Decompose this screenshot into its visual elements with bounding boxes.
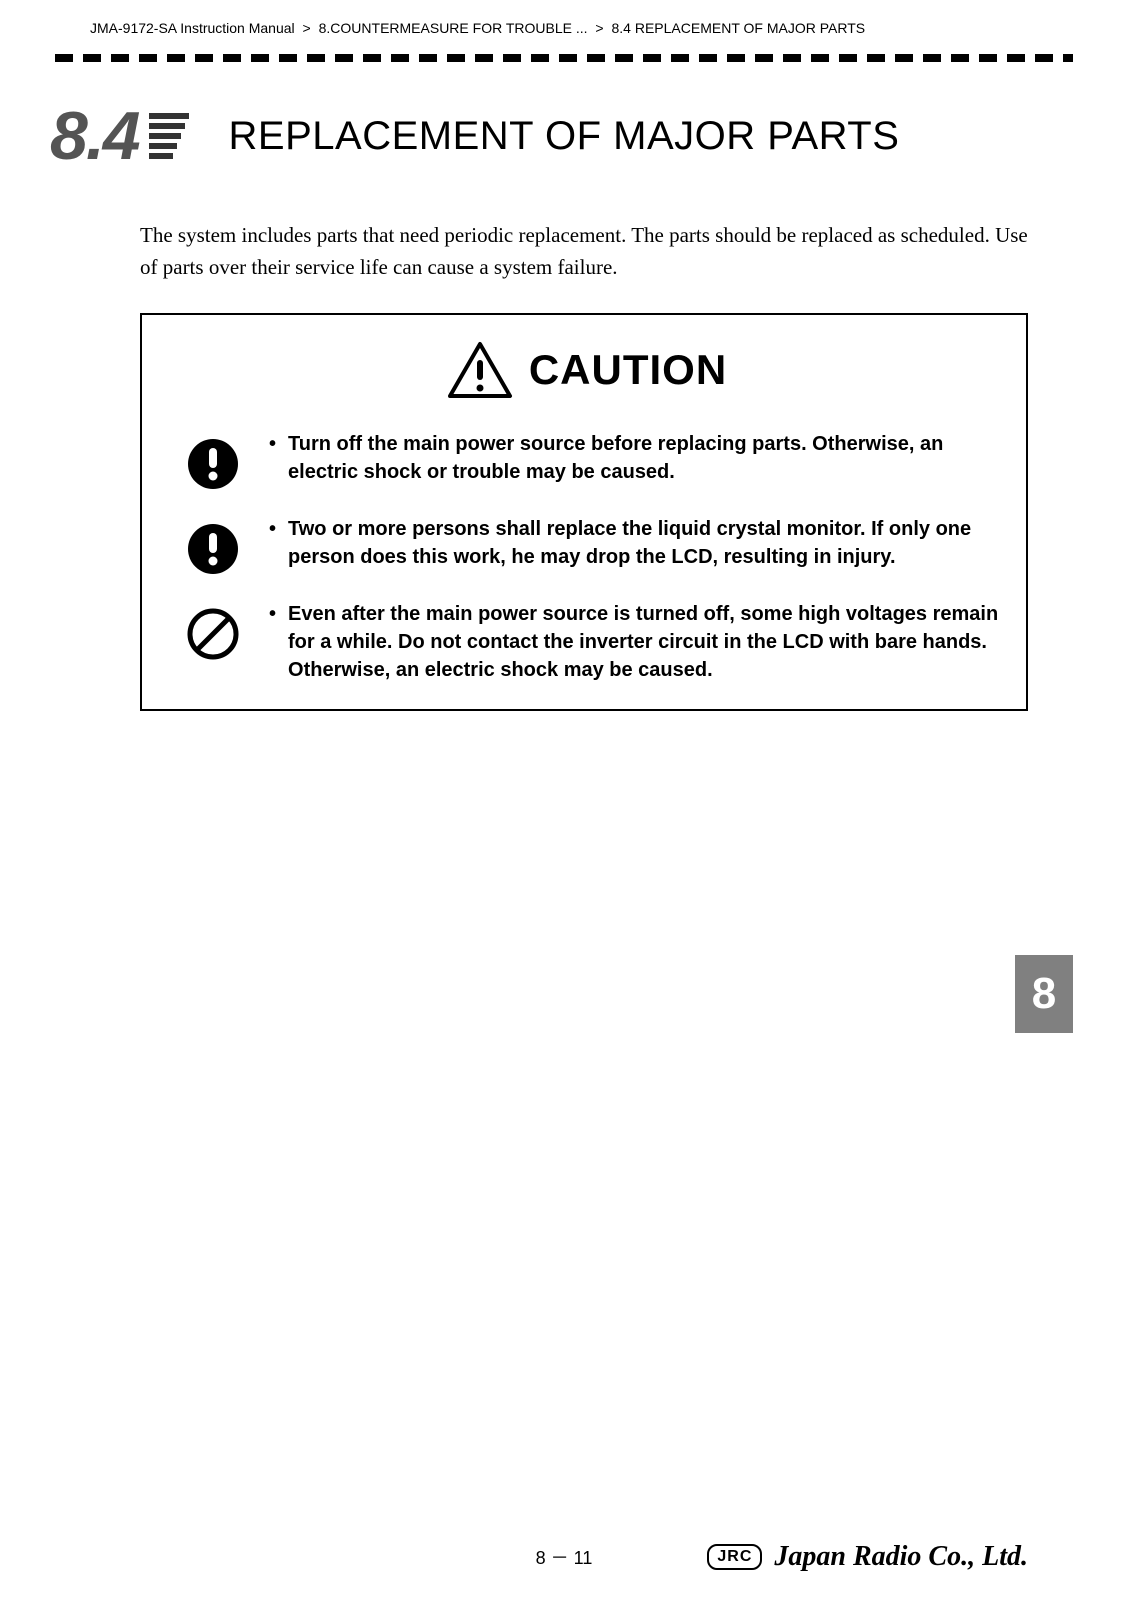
company-logo: JRC Japan Radio Co., Ltd. xyxy=(707,1541,1028,1573)
caution-label: CAUTION xyxy=(529,346,727,394)
caution-text: Turn off the main power source before re… xyxy=(288,430,1006,486)
caution-box: CAUTION • Turn off the main power source… xyxy=(140,313,1028,711)
bullet-icon: • xyxy=(269,430,276,458)
caution-header: CAUTION xyxy=(167,340,1006,400)
section-title: REPLACEMENT OF MAJOR PARTS xyxy=(229,114,900,159)
breadcrumb-sep: > xyxy=(303,20,311,36)
section-number: 8.4 xyxy=(50,102,139,170)
dash-divider xyxy=(55,54,1073,62)
breadcrumb: JMA-9172-SA Instruction Manual > 8.COUNT… xyxy=(0,0,1128,44)
breadcrumb-part3: 8.4 REPLACEMENT OF MAJOR PARTS xyxy=(612,20,866,36)
caution-item: • Turn off the main power source before … xyxy=(167,430,1006,490)
caution-item: • Two or more persons shall replace the … xyxy=(167,515,1006,575)
caution-item: • Even after the main power source is tu… xyxy=(167,600,1006,684)
bullet-icon: • xyxy=(269,600,276,628)
mandatory-icon xyxy=(187,438,239,490)
mandatory-icon xyxy=(187,523,239,575)
breadcrumb-sep: > xyxy=(595,20,603,36)
jrc-badge: JRC xyxy=(707,1544,762,1570)
chapter-tab: 8 xyxy=(1015,955,1073,1033)
company-name: Japan Radio Co., Ltd. xyxy=(774,1541,1028,1573)
caution-text: Even after the main power source is turn… xyxy=(288,600,1006,684)
section-number-wrap: 8.4 xyxy=(50,102,189,170)
breadcrumb-part2: 8.COUNTERMEASURE FOR TROUBLE ... xyxy=(319,20,588,36)
stripe-decoration xyxy=(149,113,189,159)
intro-paragraph: The system includes parts that need peri… xyxy=(140,220,1028,283)
prohibition-icon xyxy=(187,608,239,660)
caution-text: Two or more persons shall replace the li… xyxy=(288,515,1006,571)
page-footer: 8 － 11 JRC Japan Radio Co., Ltd. xyxy=(0,1544,1128,1570)
section-title-row: 8.4 REPLACEMENT OF MAJOR PARTS xyxy=(50,102,1028,170)
warning-triangle-icon xyxy=(446,340,514,400)
bullet-icon: • xyxy=(269,515,276,543)
page-number: 8 － 11 xyxy=(536,1544,593,1570)
breadcrumb-part1: JMA-9172-SA Instruction Manual xyxy=(90,20,295,36)
chapter-number: 8 xyxy=(1032,969,1056,1019)
